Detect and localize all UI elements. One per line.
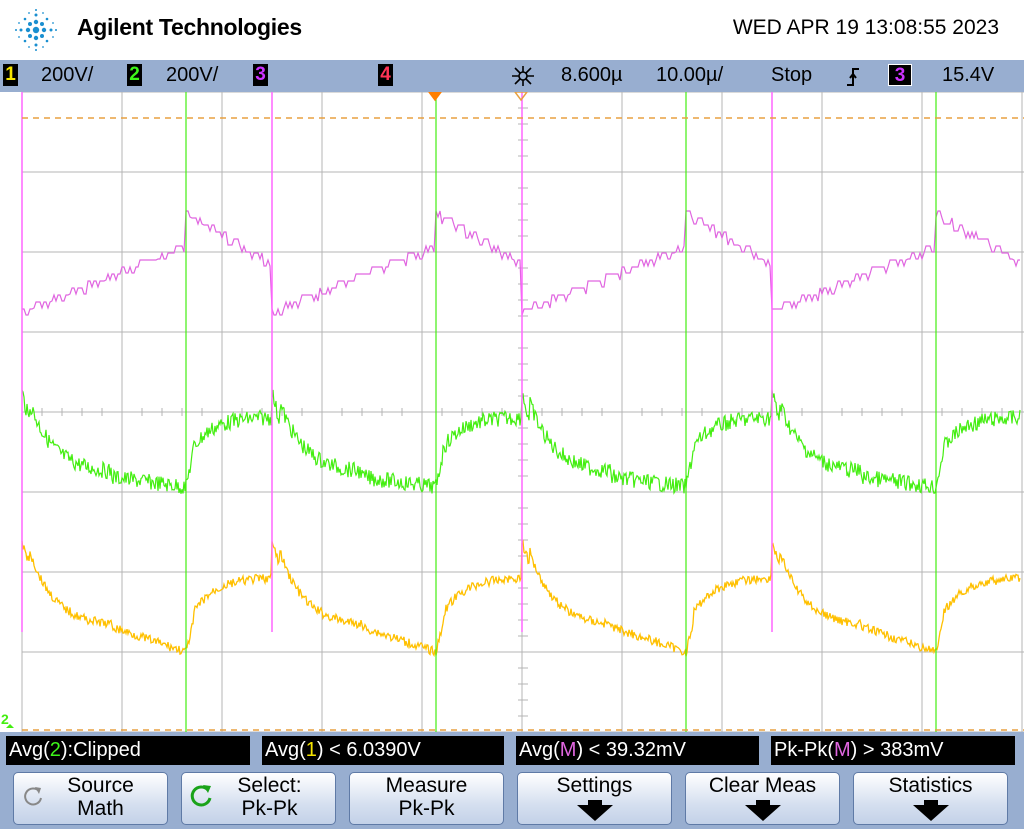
submenu-arrow-head-icon [912, 805, 949, 821]
source-math-softkey[interactable]: Source Math [13, 772, 168, 825]
trigger-delay-icon [512, 66, 534, 86]
trigger-level[interactable]: 15.4V [942, 64, 995, 86]
math-trace [22, 210, 1020, 316]
trigger-position-marker[interactable] [427, 91, 443, 102]
waveform-display[interactable]: 2 [0, 91, 1024, 733]
submenu-arrow-icon [923, 800, 938, 806]
ch3-indicator[interactable]: 3 [253, 64, 268, 86]
measurement-2: Avg(1) < 6.0390V [262, 736, 504, 765]
measure-pkpk-softkey[interactable]: Measure Pk-Pk [349, 772, 504, 825]
ch2-indicator[interactable]: 2 [127, 64, 142, 86]
rotate-knob-active-icon [190, 785, 212, 807]
agilent-spark-logo-icon [15, 9, 57, 51]
rotate-knob-icon [24, 787, 42, 806]
date-time: WED APR 19 13:08:55 2023 [732, 16, 999, 39]
ch1-scale[interactable]: 200V/ [41, 64, 94, 86]
settings-softkey[interactable]: Settings [517, 772, 672, 825]
measurement-3: Avg(M) < 39.32mV [516, 736, 759, 765]
channel-status-bar: 1 200V/ 2 200V/ 3 4 8.600µ 10.00µ/ Stop … [0, 60, 1024, 92]
ch2-ground-arrow-icon [6, 724, 14, 728]
timebase-scale[interactable]: 10.00µ/ [656, 64, 724, 86]
waveform-graticule: 2 [1, 91, 1024, 733]
trigger-source-indicator[interactable]: 3 [888, 64, 912, 86]
submenu-arrow-icon [587, 800, 602, 806]
ch2-ground-marker[interactable]: 2 [1, 711, 9, 727]
scope-header: Agilent Technologies WED APR 19 13:08:55… [0, 0, 1024, 60]
submenu-arrow-head-icon [576, 805, 613, 821]
submenu-arrow-icon [755, 800, 770, 806]
ch1-indicator[interactable]: 1 [3, 64, 18, 86]
ch2-trace [21, 389, 1021, 495]
brand-name: Agilent Technologies [77, 14, 302, 40]
ch4-indicator[interactable]: 4 [378, 64, 393, 86]
measurement-4: Pk-Pk(M) > 383mV [771, 736, 1015, 765]
softkey-bar: Avg(2):Clipped Avg(1) < 6.0390V Avg(M) <… [0, 732, 1024, 829]
ch2-scale[interactable]: 200V/ [166, 64, 219, 86]
run-state[interactable]: Stop [771, 64, 813, 86]
time-reference-marker[interactable] [513, 91, 529, 102]
submenu-arrow-head-icon [744, 805, 781, 821]
clear-meas-softkey[interactable]: Clear Meas [685, 772, 840, 825]
select-pkpk-softkey[interactable]: Select: Pk-Pk [181, 772, 336, 825]
measurement-1: Avg(2):Clipped [6, 736, 250, 765]
ch1-trace [21, 539, 1021, 658]
trigger-delay[interactable]: 8.600µ [561, 64, 623, 86]
rising-edge-icon [847, 68, 859, 86]
statistics-softkey[interactable]: Statistics [853, 772, 1008, 825]
